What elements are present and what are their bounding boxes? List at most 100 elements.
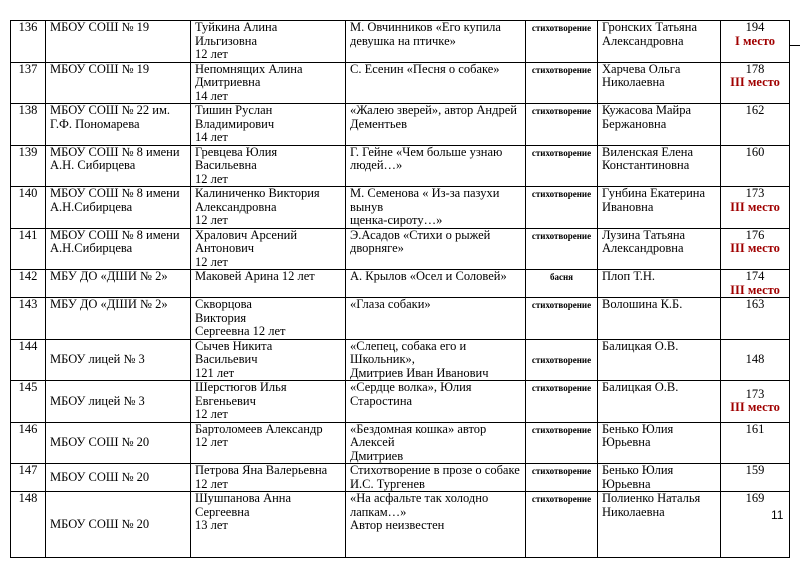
teacher-cell: Бенько Юлия Юрьевна: [597, 463, 721, 492]
work-cell-line: «Бездомная кошка» автор Алексей: [350, 422, 487, 449]
work-cell-line: Э.Асадов «Стихи о рыжей: [350, 228, 491, 242]
score-cell: 160: [720, 144, 790, 187]
participant-cell-line: Шерстюгов Илья: [195, 380, 287, 394]
participant-cell: Калиниченко Виктория Александровна 12 лет: [190, 186, 346, 229]
teacher-cell: Лузина Татьяна Александровна: [597, 227, 721, 270]
participant-cell-line: 12 лет: [195, 213, 228, 227]
work-cell: «Глаза собаки»: [345, 297, 526, 340]
teacher-cell: Балицкая О.В.: [597, 380, 721, 423]
work-cell-line: «Сердце волка», Юлия Старостина: [350, 380, 472, 408]
teacher-cell-line: Юрьевна: [602, 435, 651, 449]
work-cell: «Бездомная кошка» автор Алексей Дмитриев: [345, 421, 526, 464]
score-cell: 148: [720, 338, 790, 381]
genre-cell: стихотворение: [525, 421, 598, 464]
work-cell-line: И.С. Тургенев: [350, 476, 425, 491]
teacher-cell-line: Плоп Т.Н.: [602, 269, 655, 283]
place-badge: III место: [730, 75, 780, 89]
school-cell: МБОУ СОШ № 8 имени А.Н.Сибирцева: [45, 227, 191, 270]
participant-cell-line: Маковей Арина 12 лет: [195, 269, 315, 283]
table-row: 148 МБОУ СОШ № 20 Шушпанова Анна Сергеевна…: [10, 491, 790, 558]
work-cell-line: лапкам…»: [350, 504, 407, 519]
participant-cell: Гревцева Юлия Васильевна 12 лет: [190, 144, 346, 187]
score-value: 162: [745, 103, 765, 117]
score-value: 148: [745, 352, 765, 366]
score-value: 174: [745, 269, 765, 283]
score-value: 160: [745, 145, 765, 159]
teacher-cell: Балицкая О.В.: [597, 338, 721, 381]
teacher-cell-line: Николаевна: [602, 504, 665, 519]
score-value: 178: [745, 62, 765, 76]
participant-cell-line: 12 лет: [195, 254, 228, 269]
place-badge: III место: [730, 400, 780, 415]
teacher-cell-line: Ивановна: [602, 199, 654, 214]
teacher-cell: Харчева Ольга Николаевна: [597, 61, 721, 104]
row-number: 144: [10, 338, 46, 381]
place-badge: III место: [730, 282, 780, 297]
teacher-cell: Гунбина Екатерина Ивановна: [597, 186, 721, 229]
row-number: 146: [10, 421, 46, 464]
score-cell: 174 III место: [720, 269, 790, 298]
school-cell: МБУ ДО «ДШИ № 2»: [45, 297, 191, 340]
school-cell: МБОУ СОШ № 19: [45, 20, 191, 63]
teacher-cell: Полиенко Наталья Николаевна: [597, 491, 721, 558]
teacher-cell-line: Кужасова Майра: [602, 103, 692, 117]
school-cell: МБОУ СОШ № 8 имени А.Н. Сибирцева: [45, 144, 191, 187]
participant-cell: Хралович Арсений Антонович 12 лет: [190, 227, 346, 270]
participant-cell-line: 12 лет: [195, 47, 228, 61]
participant-cell-line: Калиниченко Виктория: [195, 186, 320, 200]
score-cell: 159: [720, 463, 790, 492]
teacher-cell: Волошина К.Б.: [597, 297, 721, 340]
work-cell-line: щенка-сироту…»: [350, 213, 443, 227]
teacher-cell-line: Гронских Татьяна: [602, 20, 698, 34]
table-edge-line: [789, 45, 800, 46]
teacher-cell-line: Волошина К.Б.: [602, 297, 683, 311]
participant-cell-line: Антонович: [195, 241, 255, 255]
work-cell-line: «Глаза собаки»: [350, 297, 431, 311]
work-cell-line: Дмитриев Иван Иванович: [350, 365, 489, 380]
score-value: 161: [745, 422, 765, 436]
teacher-cell: Гронских Татьяна Александровна: [597, 20, 721, 63]
score-value: 169: [745, 491, 765, 505]
participant-cell-line: Дмитриевна: [195, 75, 261, 89]
participant-cell-line: 12 лет: [195, 407, 228, 421]
work-cell-line: Дмитриев: [350, 448, 404, 463]
genre-cell: стихотворение: [525, 491, 598, 558]
participant-cell: Сычев Никита Васильевич 121 лет: [190, 338, 346, 381]
genre-cell: стихотворение: [525, 227, 598, 270]
participant-cell-line: Бартоломеев Александр: [195, 422, 323, 436]
genre-cell: стихотворение: [525, 338, 598, 381]
teacher-cell-line: Юрьевна: [602, 476, 651, 491]
table-row: 137 МБОУ СОШ № 19 Непомнящих Алина Дмитриев…: [10, 61, 790, 104]
table-row: 136 МБОУ СОШ № 19 Туйкина Алина Ильгизовна…: [10, 20, 790, 63]
participant-cell: Шерстюгов Илья Евгеньевич 12 лет: [190, 380, 346, 423]
participant-cell-line: Александровна: [195, 199, 277, 214]
participant-cell-line: 12 лет: [195, 476, 228, 491]
participant-cell: Непомнящих Алина Дмитриевна 14 лет: [190, 61, 346, 104]
teacher-cell-line: Харчева Ольга: [602, 62, 681, 76]
participant-cell-line: 13 лет: [195, 518, 228, 532]
teacher-cell-line: Лузина Татьяна: [602, 228, 686, 242]
score-value: 173: [745, 186, 765, 200]
teacher-cell-line: Гунбина Екатерина: [602, 186, 706, 200]
teacher-cell-line: Бержановна: [602, 116, 667, 131]
score-value: 173: [745, 386, 765, 401]
place-badge: III место: [730, 199, 780, 214]
work-cell: Г. Гейне «Чем больше узнаю людей…»: [345, 144, 526, 187]
teacher-cell-line: Виленская Елена: [602, 145, 694, 159]
teacher-cell-line: Александровна: [602, 33, 684, 48]
page-number: 11: [771, 508, 784, 522]
score-cell: 194 I место: [720, 20, 790, 63]
participant-cell-line: Туйкина Алина Ильгизовна: [195, 20, 278, 48]
school-cell: МБОУ СОШ № 20: [45, 491, 191, 558]
work-cell: «Сердце волка», Юлия Старостина: [345, 380, 526, 423]
teacher-cell: Виленская Елена Константиновна: [597, 144, 721, 187]
work-cell-line: «На асфальте так холодно: [350, 491, 489, 505]
score-cell: 173 III место: [720, 186, 790, 229]
participant-cell-line: 12 лет: [195, 171, 228, 186]
row-number: 139: [10, 144, 46, 187]
school-cell: МБОУ лицей № 3: [45, 380, 191, 423]
table-row: 141 МБОУ СОШ № 8 имени А.Н.Сибирцева Храло…: [10, 227, 790, 270]
place-badge: I место: [735, 33, 775, 48]
participant-cell: Петрова Яна Валерьевна 12 лет: [190, 463, 346, 492]
score-value: 159: [745, 463, 765, 477]
